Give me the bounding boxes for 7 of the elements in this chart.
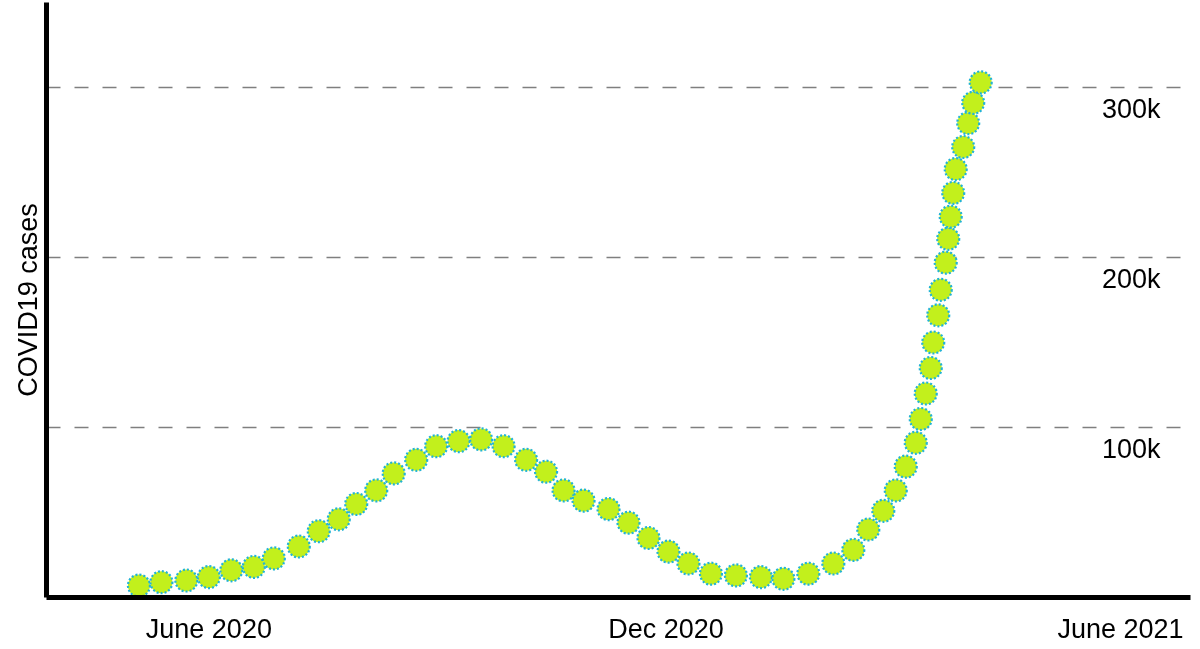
y-axis-title: COVID19 cases <box>12 203 43 397</box>
y-tick-label: 300k <box>1101 93 1161 124</box>
y-tick-label: 200k <box>1101 263 1161 294</box>
x-tick-label: Dec 2020 <box>608 613 724 644</box>
x-tick-label: June 2020 <box>145 613 272 644</box>
y-tick-label: 100k <box>1101 433 1161 464</box>
x-tick-label: June 2021 <box>1057 613 1184 644</box>
